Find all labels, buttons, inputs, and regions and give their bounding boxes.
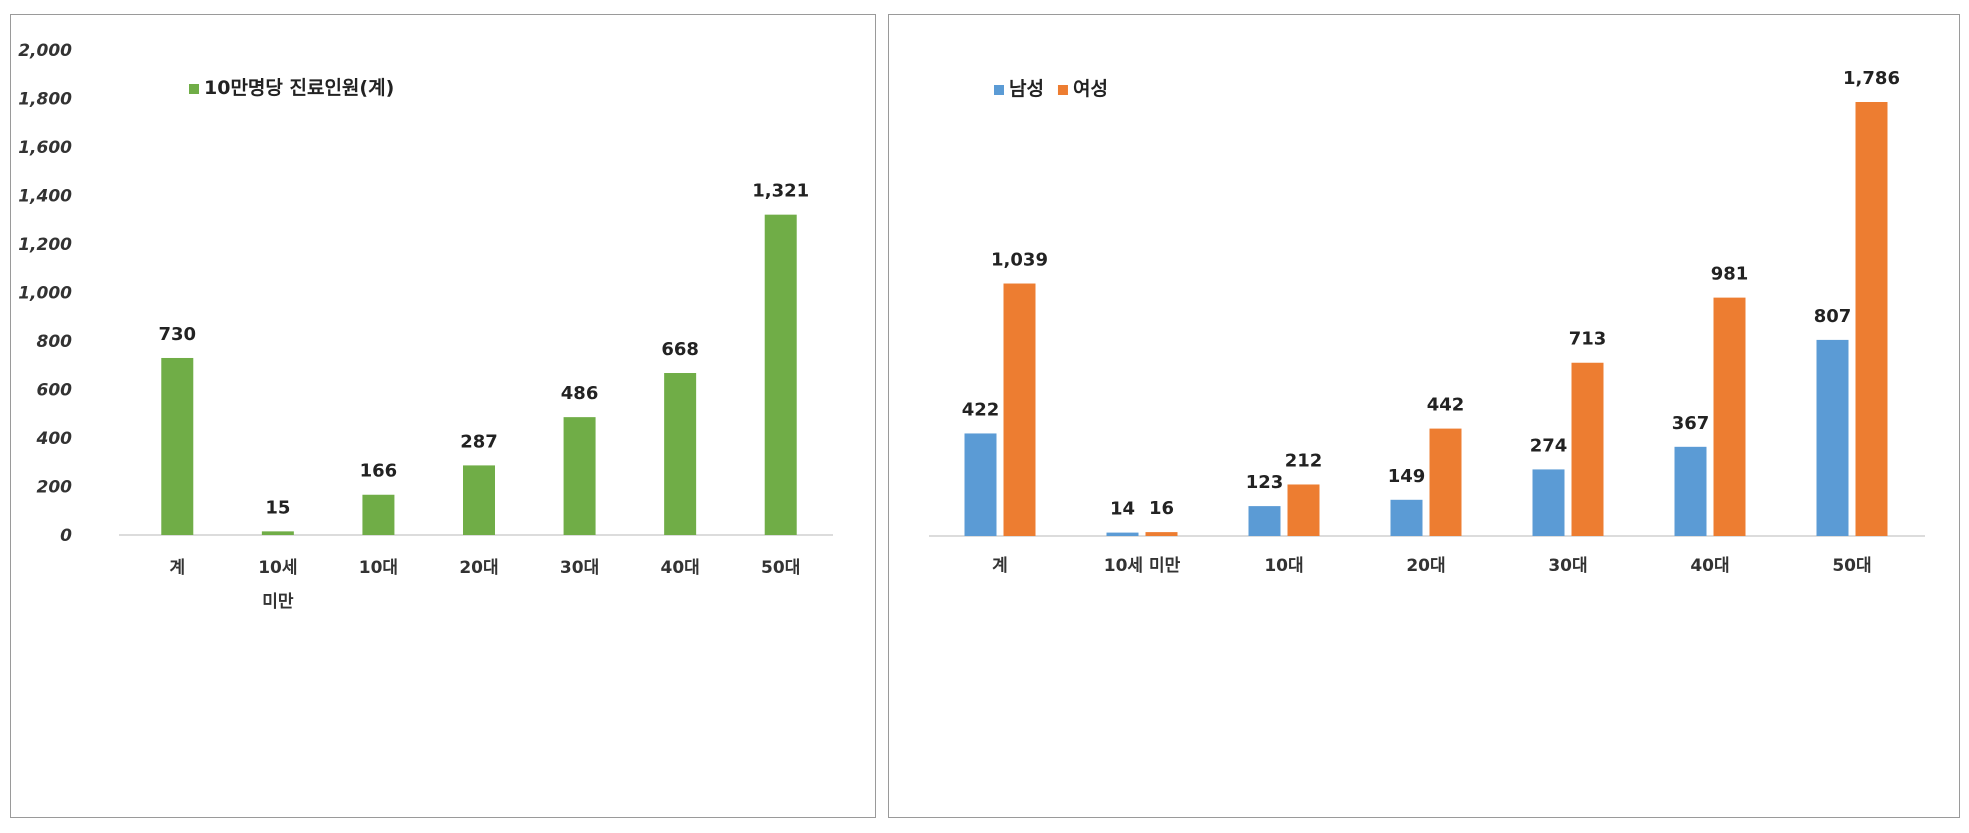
data-label: 1,786 (1843, 68, 1900, 89)
data-label: 16 (1149, 498, 1174, 519)
y-tick-label: 1,200 (18, 235, 72, 255)
data-label: 442 (1427, 395, 1465, 416)
x-tick-label: 10대 (359, 558, 398, 578)
bar-female-2 (1287, 484, 1320, 536)
x-tick-label: 미만 (262, 592, 294, 612)
x-tick-label: 계 (169, 558, 185, 578)
data-label: 274 (1530, 435, 1568, 456)
x-tick-label: 10세 (258, 558, 297, 578)
data-label: 123 (1246, 472, 1284, 493)
x-tick-label: 40대 (660, 558, 699, 578)
bar-0 (161, 357, 194, 535)
bar-male-0 (964, 433, 997, 536)
legend-label: 10만명당 진료인원(계) (204, 77, 394, 99)
y-tick-label: 600 (37, 381, 73, 401)
y-tick-label: 200 (37, 478, 73, 498)
x-tick-label: 30대 (1548, 556, 1587, 576)
data-label: 212 (1285, 450, 1323, 471)
x-tick-label: 10세 미만 (1104, 556, 1181, 576)
data-label: 15 (265, 497, 290, 518)
x-tick-label: 50대 (1832, 556, 1871, 576)
legend-swatch (994, 85, 1004, 95)
data-label: 807 (1814, 306, 1852, 327)
data-label: 14 (1110, 499, 1135, 520)
data-label: 166 (360, 461, 398, 482)
data-label: 713 (1569, 329, 1607, 350)
x-tick-label: 계 (992, 556, 1008, 576)
legend-label: 여성 (1073, 78, 1108, 100)
bar-female-5 (1713, 297, 1746, 536)
data-label: 668 (661, 339, 699, 360)
data-label: 1,321 (752, 181, 809, 202)
bar-2 (362, 494, 395, 535)
x-tick-label: 20대 (459, 558, 498, 578)
data-label: 422 (962, 399, 1000, 420)
data-label: 730 (158, 324, 196, 345)
y-tick-label: 1,600 (18, 138, 72, 158)
data-label: 287 (460, 431, 498, 452)
bar-3 (463, 465, 495, 535)
x-tick-label: 10대 (1264, 556, 1303, 576)
bar-male-4 (1532, 469, 1565, 536)
bar-female-0 (1003, 283, 1036, 536)
y-tick-label: 1,400 (18, 187, 72, 207)
data-label: 149 (1388, 466, 1426, 487)
y-tick-label: 2,000 (18, 41, 72, 61)
bar-female-4 (1571, 362, 1604, 536)
bar-male-1 (1106, 532, 1139, 536)
bar-4 (563, 417, 596, 535)
legend-swatch (189, 84, 199, 94)
bar-female-1 (1145, 532, 1178, 536)
bar-male-3 (1390, 499, 1423, 536)
data-label: 367 (1672, 413, 1710, 434)
bar-male-2 (1248, 506, 1281, 536)
x-tick-label: 20대 (1406, 556, 1445, 576)
bar-male-5 (1674, 446, 1707, 536)
chart-panel-age-gender: 422 1,039 계 14 16 10세 미만 123 212 10대 149 442 20대 274… (888, 14, 1960, 818)
legend-label: 남성 (1009, 78, 1044, 100)
y-tick-label: 400 (36, 429, 73, 449)
bar-female-6 (1855, 102, 1888, 536)
data-label: 486 (561, 383, 599, 404)
chart-panel-age-total: 0 200 400 600 800 1,000 1,200 1,400 1,600 1,800 2,… (10, 14, 876, 818)
data-label: 981 (1711, 264, 1749, 285)
y-tick-label: 800 (37, 332, 73, 352)
data-label: 1,039 (991, 250, 1048, 271)
bar-chart-total: 0 200 400 600 800 1,000 1,200 1,400 1,600 1,800 2,… (18, 41, 833, 612)
legend-swatch (1057, 85, 1068, 95)
x-tick-label: 30대 (560, 558, 599, 578)
bar-female-3 (1429, 428, 1462, 536)
bar-1 (261, 531, 294, 535)
bar-6 (764, 214, 797, 535)
bar-male-6 (1816, 339, 1849, 536)
y-tick-label: 0 (60, 526, 72, 546)
y-tick-label: 1,000 (18, 284, 72, 304)
x-tick-label: 40대 (1690, 556, 1729, 576)
bar-5 (664, 373, 697, 535)
y-tick-label: 1,800 (18, 90, 72, 110)
x-tick-label: 50대 (761, 558, 800, 578)
